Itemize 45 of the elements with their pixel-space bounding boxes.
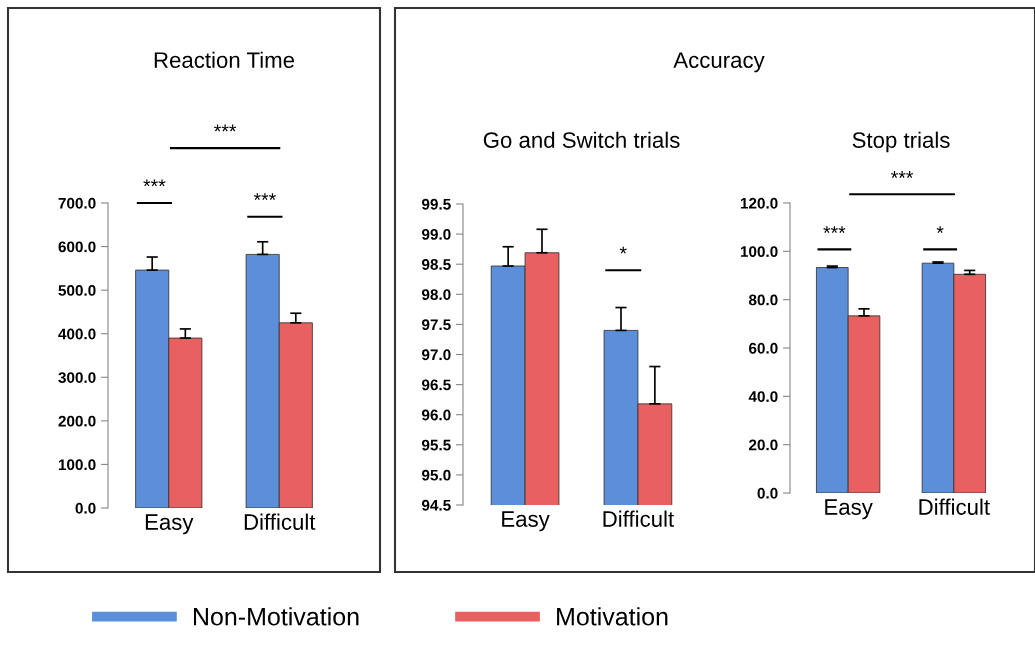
annotation: *	[936, 226, 944, 234]
y-tick-label: 400.0	[58, 328, 96, 340]
y-tick-label: 100.0	[58, 459, 96, 471]
y-tick-label: 500.0	[58, 285, 96, 296]
y-tick-label: 0.0	[75, 502, 96, 514]
legend-label: Non-Motivation	[193, 607, 359, 626]
x-tick-label: Difficult	[919, 498, 990, 515]
chart-title: Accuracy	[673, 52, 765, 73]
y-tick-label: 300.0	[58, 372, 96, 383]
text: ***	[891, 171, 914, 178]
y-tick-label: 97.5	[421, 319, 451, 331]
x-tick-label: Easy	[825, 499, 873, 520]
x-tick-label: Difficult	[603, 510, 674, 527]
chart-title: Reaction Time	[154, 51, 295, 68]
text: ***	[253, 193, 276, 201]
y-tick-label: 99.0	[421, 228, 451, 240]
legend-label: Motivation	[557, 607, 668, 626]
chart-subtitle: Stop trials	[852, 131, 950, 153]
y-tick-label: 200.0	[58, 415, 96, 427]
y-tick-label: 98.5	[421, 259, 451, 270]
annotation: ***	[823, 226, 846, 234]
y-tick-label: 96.5	[421, 379, 451, 391]
y-tick-label: 94.5	[421, 499, 451, 511]
y-tick-label: 600.0	[58, 241, 96, 253]
annotation: *	[619, 246, 627, 254]
text: ***	[214, 124, 237, 132]
y-tick-label: 97.0	[421, 349, 451, 361]
y-tick-label: 100.0	[740, 246, 778, 258]
y-tick-label: 95.0	[421, 469, 451, 481]
y-tick-label: 120.0	[740, 197, 778, 209]
chart-subtitle: Go and Switch trials	[483, 131, 680, 148]
y-tick-label: 20.0	[748, 439, 778, 451]
y-tick-label: 96.0	[421, 409, 451, 421]
y-tick-label: 700.0	[58, 197, 96, 209]
text: ***	[143, 179, 166, 187]
y-tick-label: 98.0	[421, 289, 451, 300]
x-tick-label: Easy	[502, 511, 550, 532]
y-tick-label: 40.0	[748, 391, 778, 403]
y-tick-label: 60.0	[749, 342, 778, 354]
y-tick-label: 0.0	[757, 487, 778, 499]
x-tick-label: Easy	[145, 514, 194, 535]
y-tick-label: 95.5	[421, 439, 451, 451]
y-tick-label: 99.5	[421, 198, 451, 210]
x-tick-label: Difficult	[244, 513, 316, 530]
y-tick-label: 80.0	[748, 294, 778, 306]
